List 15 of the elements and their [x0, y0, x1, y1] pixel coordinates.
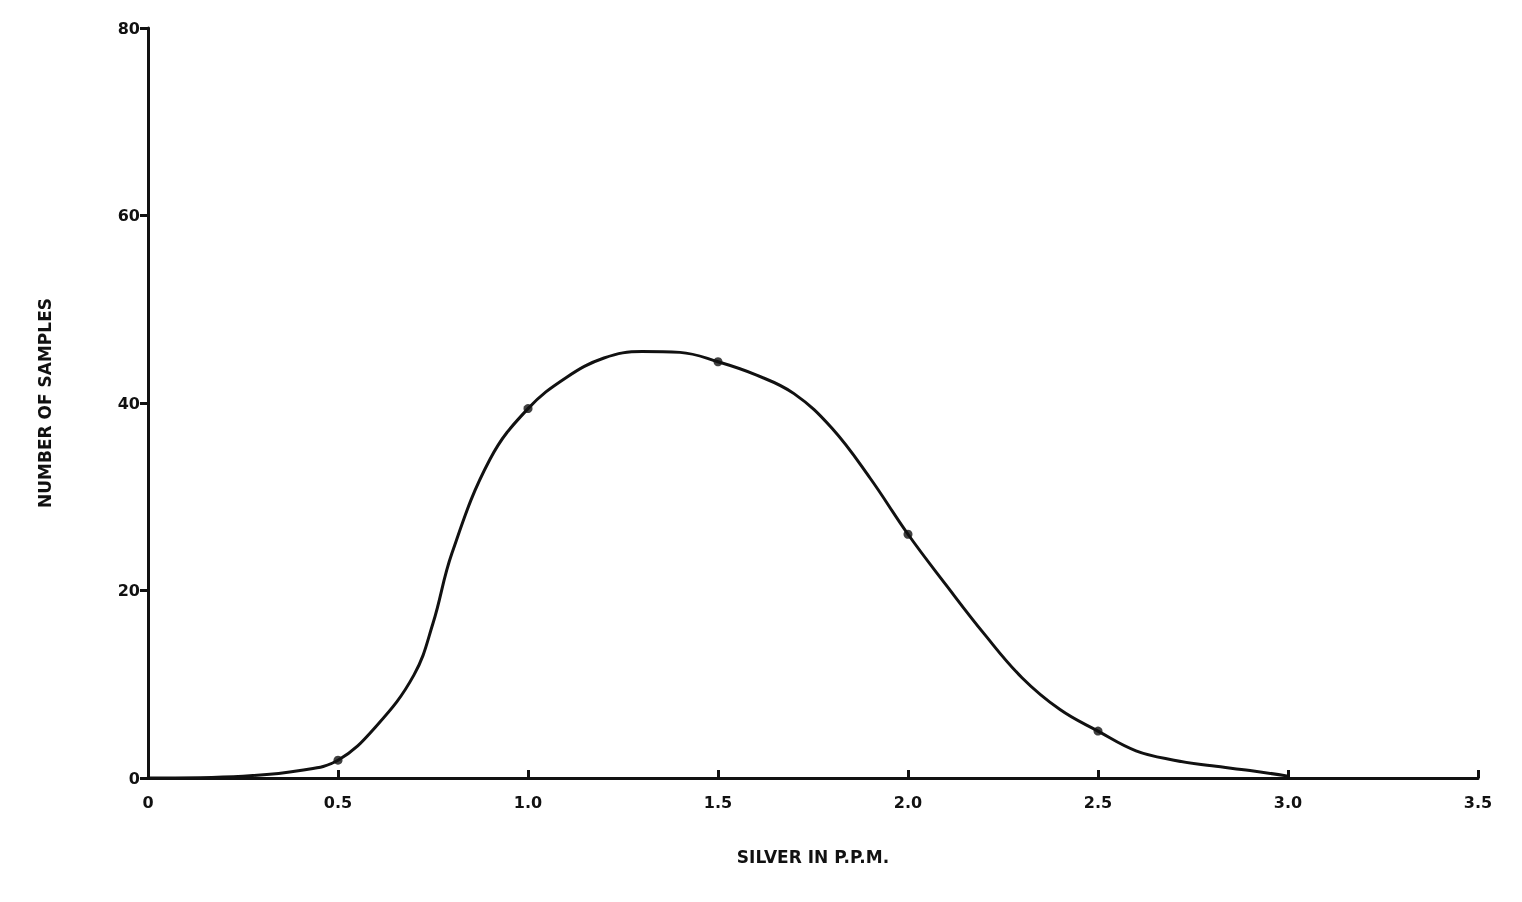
x-tick-label: 3.0 [1273, 792, 1303, 812]
x-tick-label: 0.5 [323, 792, 353, 812]
y-tick-label: 80 [117, 18, 140, 38]
x-tick-label: 0 [142, 792, 154, 812]
x-tick-label: 1.0 [513, 792, 543, 812]
x-tick-label: 3.5 [1463, 792, 1493, 812]
y-tick-label: 60 [117, 206, 140, 225]
x-axis-title: SILVER IN P.P.M. [736, 846, 890, 867]
x-tick-label: 2.5 [1083, 792, 1113, 812]
x-tick-label: 1.5 [703, 792, 733, 812]
y-tick-label: 0 [128, 768, 140, 788]
y-axis-title: NUMBER OF SAMPLES [34, 298, 55, 508]
y-tick-label: 40 [117, 393, 140, 413]
y-tick-label: 20 [117, 581, 140, 600]
x-tick-label: 2.0 [893, 792, 923, 812]
